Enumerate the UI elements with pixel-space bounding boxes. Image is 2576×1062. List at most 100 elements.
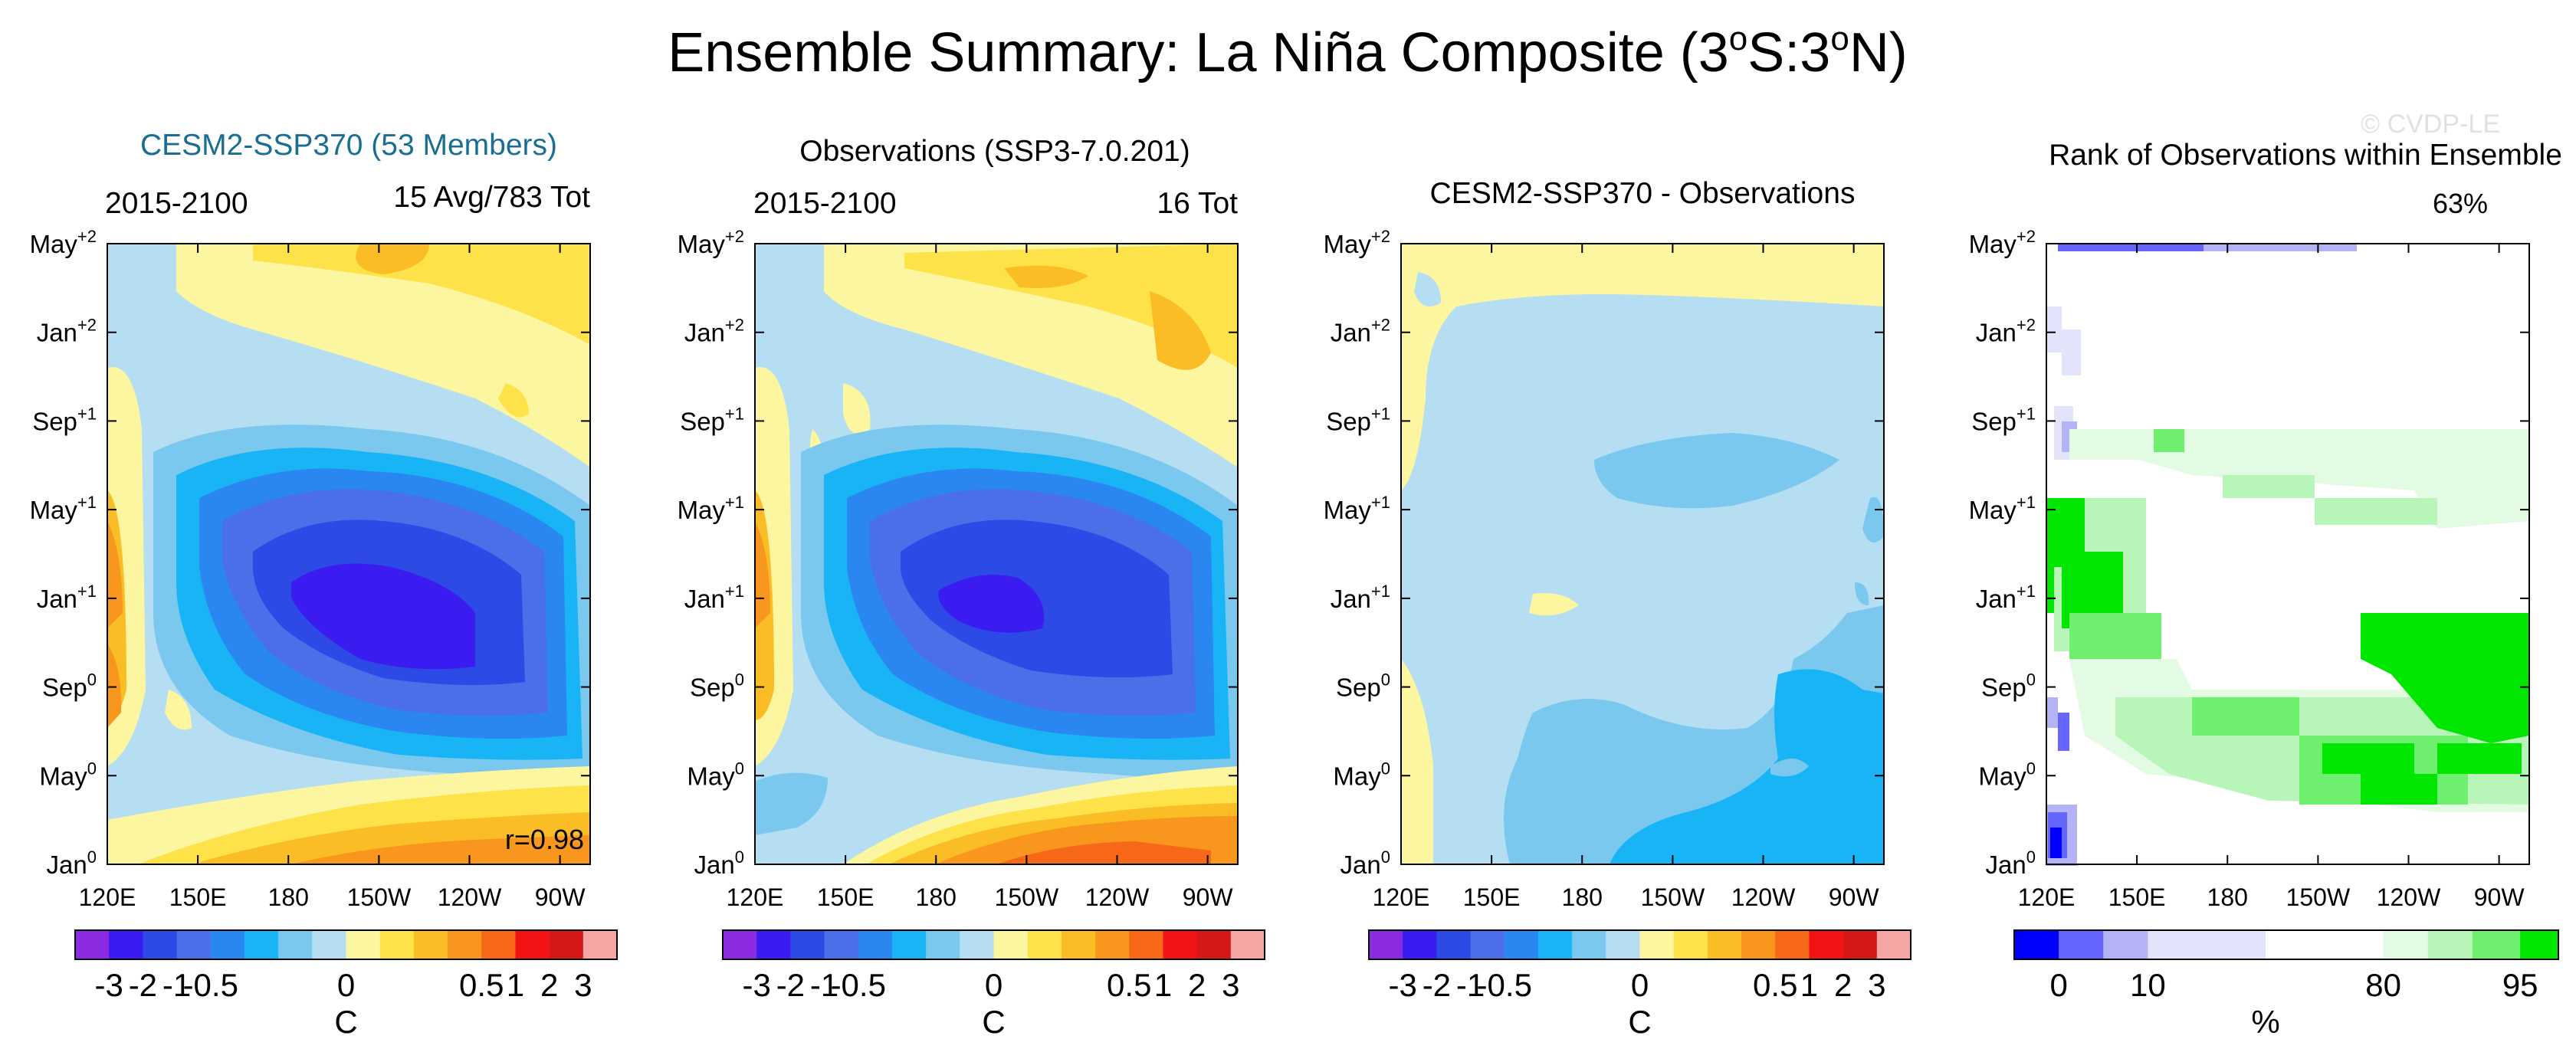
colorbar-swatch [481, 930, 516, 959]
rank-colorbar-swatch [2520, 930, 2559, 959]
colorbar-swatch [244, 930, 279, 959]
colorbar-label: 2 [540, 967, 558, 1003]
panel4-ytick-label: Jan+2 [1976, 316, 2036, 347]
colorbar-observations: -3 -2 -1-0.5 0 0.5 1 2 3 C [722, 929, 1265, 1040]
colorbar-swatch [346, 930, 381, 959]
panel1-ytick-label: Sep+1 [32, 404, 97, 435]
colorbar-swatch [1537, 930, 1573, 959]
panel3-ytick-label: Jan+1 [1331, 582, 1390, 613]
panel2-ytick-label: Sep0 [690, 670, 744, 702]
colorbar-label: 3 [1868, 967, 1885, 1003]
colorbar-swatch [1673, 930, 1708, 959]
colorbar-swatch [1741, 930, 1776, 959]
rank-colorbar-label: 80 [2365, 967, 2401, 1003]
colorbar-swatch [1230, 930, 1265, 959]
colorbar-swatch [1027, 930, 1062, 959]
panel2-period: 2015-2100 [753, 187, 897, 220]
colorbar-swatch [109, 930, 143, 959]
panel2-ytick-label: May+1 [678, 493, 744, 524]
panel1-ytick-label: Sep0 [42, 670, 97, 702]
colorbar-label: -1 [810, 967, 838, 1003]
colorbar-swatch [1639, 930, 1675, 959]
title-degree-1: o [1729, 20, 1747, 57]
colorbar-swatch [278, 930, 313, 959]
colorbar-label: -2 [776, 967, 805, 1003]
panel3-title: CESM2-SSP370 - Observations [1430, 177, 1856, 210]
colorbar-swatch [756, 930, 791, 959]
colorbar-swatch [824, 930, 859, 959]
rank-colorbar-swatch [2059, 930, 2104, 959]
panel3-ytick-label: May+2 [1324, 227, 1390, 258]
panel2-xtick-label: 150W [995, 883, 1059, 911]
colorbar-swatch [143, 930, 178, 959]
panel3-ytick-label: Sep+1 [1326, 404, 1390, 435]
colorbar-label: 1 [507, 967, 524, 1003]
rank-colorbar-swatch [2383, 930, 2429, 959]
panel-difference: CESM2-SSP370 - Observations Jan0 May0 Sep0… [1324, 177, 1885, 911]
panel1-xtick-label: 90W [535, 883, 586, 911]
panel4-percent: 63% [2433, 188, 2488, 219]
colorbar-swatch [1403, 930, 1437, 959]
panel3-ytick-label: Jan0 [1341, 847, 1390, 879]
colorbar-label: 1 [1800, 967, 1818, 1003]
colorbar-swatch [926, 930, 960, 959]
panel4-xtick-label: 120W [2377, 883, 2441, 911]
colorbar-swatch [1843, 930, 1878, 959]
colorbar-difference: -3 -2 -1-0.5 0 0.5 1 2 3 C [1368, 929, 1911, 1040]
colorbar-label: 3 [574, 967, 592, 1003]
panel2-xtick-label: 120W [1085, 883, 1150, 911]
panel1-members: 15 Avg/783 Tot [393, 181, 590, 214]
colorbar-swatch [1095, 930, 1130, 959]
panel1-xtick-label: 180 [268, 883, 309, 911]
colorbar-label: -2 [1423, 967, 1451, 1003]
panel3-ytick-label: Sep0 [1336, 670, 1390, 702]
panel1-period: 2015-2100 [105, 187, 248, 220]
panel2-xtick-label: 150E [817, 883, 875, 911]
panel3-ytick-label: Jan+2 [1331, 316, 1390, 347]
panel3-field [1401, 244, 1884, 864]
panel2-xtick-label: 120E [727, 883, 784, 911]
panel3-ytick-label: May0 [1333, 759, 1390, 790]
colorbar-units: C [334, 1004, 357, 1040]
colorbar-label: 0.5 [459, 967, 504, 1003]
panel3-xtick-label: 150W [1641, 883, 1705, 911]
rank-colorbar-swatch [2014, 930, 2059, 959]
panel2-xtick-label: 90W [1183, 883, 1234, 911]
colorbar-swatch [1470, 930, 1505, 959]
colorbar-label: 1 [1154, 967, 1172, 1003]
panel4-xtick-label: 180 [2207, 883, 2248, 911]
panel4-ytick-label: Sep0 [1981, 670, 2036, 702]
panel1-ytick-label: May+2 [30, 227, 97, 258]
colorbar-label: -0.5 [183, 967, 238, 1003]
panel1-ytick-label: May+1 [30, 493, 97, 524]
colorbar-label: -2 [129, 967, 157, 1003]
colorbar-swatch [1163, 930, 1198, 959]
panel2-count: 16 Tot [1157, 187, 1238, 220]
panel2-ytick-label: May+2 [678, 227, 744, 258]
panel4-xtick-label: 150E [2108, 883, 2166, 911]
colorbar-swatch [210, 930, 245, 959]
panel3-xtick-label: 120W [1731, 883, 1796, 911]
colorbar-swatch [960, 930, 994, 959]
colorbar-swatch [858, 930, 893, 959]
colorbar-label: 0.5 [1107, 967, 1151, 1003]
colorbar-label: -0.5 [831, 967, 886, 1003]
colorbar-label: 2 [1188, 967, 1206, 1003]
colorbar-label: -1 [1456, 967, 1485, 1003]
colorbar-label: -3 [743, 967, 771, 1003]
colorbar-swatch [1436, 930, 1472, 959]
rank-colorbar-swatch [2266, 930, 2384, 959]
rank-colorbar-swatch [2427, 930, 2473, 959]
panel-observations: Observations (SSP3-7.0.201) 2015-2100 16… [678, 135, 1239, 911]
colorbar-swatch [379, 930, 415, 959]
panel4-ytick-label: May+1 [1969, 493, 2036, 524]
colorbar-swatch [1775, 930, 1810, 959]
title-main: Ensemble Summary: La Niña Composite (3 [668, 22, 1729, 84]
panel4-ytick-label: Sep+1 [1971, 404, 2036, 435]
colorbar-label: -1 [162, 967, 191, 1003]
colorbar-label: -3 [95, 967, 123, 1003]
colorbar-swatch [1061, 930, 1096, 959]
title-degree-2: o [1830, 20, 1849, 57]
panel4-xtick-label: 90W [2474, 883, 2525, 911]
